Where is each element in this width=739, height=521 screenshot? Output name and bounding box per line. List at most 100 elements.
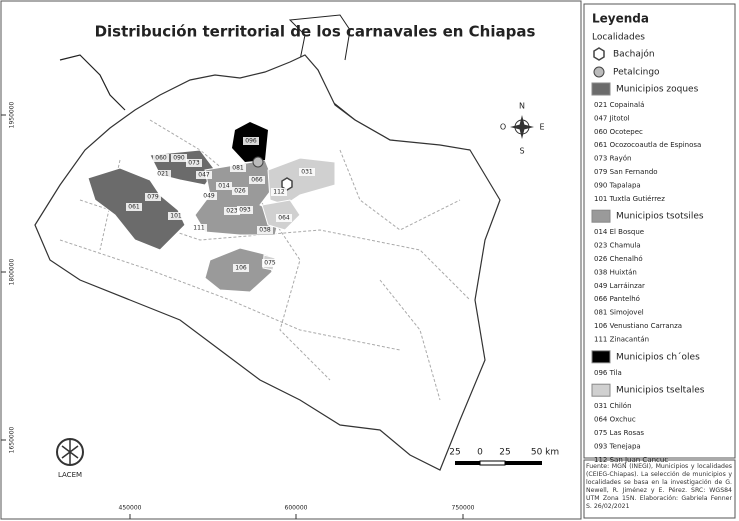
legend-swatch (591, 383, 611, 397)
label-halo (233, 264, 249, 272)
legend-item: 096 Tila (594, 369, 622, 377)
municipality-code: 096 (245, 138, 257, 145)
petalcingo-marker (252, 156, 264, 168)
x-coordinate-label: 600000 (285, 505, 308, 512)
legend-item: 075 Las Rosas (594, 429, 644, 437)
legend-item: 021 Copainalá (594, 101, 644, 109)
legend-item: 090 Tapalapa (594, 181, 641, 189)
y-coordinate-label: 1650000 (9, 426, 16, 453)
label-halo (299, 168, 315, 176)
label-halo (262, 259, 278, 267)
legend-subtitle: Localidades (592, 33, 645, 43)
legend-item: 038 Huixtán (594, 268, 637, 276)
x-coordinate-label: 750000 (452, 505, 475, 512)
municipality-code: 093 (239, 207, 251, 214)
municipality-code: 112 (273, 189, 285, 196)
legend-item: 079 San Fernando (594, 168, 658, 176)
municipality-code: 111 (193, 225, 205, 232)
legend-swatch (591, 209, 611, 223)
compass-s: S (519, 147, 524, 156)
legend-item: 112 San Juan Cancuc (594, 456, 668, 464)
municipality-code: 079 (147, 194, 159, 201)
label-halo (232, 187, 248, 195)
compass-n: N (519, 102, 525, 111)
legend-item: 060 Ocotepec (594, 128, 643, 136)
label-halo (186, 159, 202, 167)
scale-label: 50 km (531, 448, 559, 458)
municipality-code: 049 (203, 193, 215, 200)
label-halo (171, 154, 187, 162)
legend-locality: Petalcingo (613, 68, 660, 78)
municipality-code: 047 (198, 172, 210, 179)
legend-item: 031 Chilón (594, 402, 632, 410)
municipality-code: 023 (226, 208, 238, 215)
municipality-code: 064 (278, 215, 290, 222)
map-title: Distribución territorial de los carnaval… (95, 23, 536, 41)
scale-bar (455, 460, 542, 466)
legend-item: 014 El Bosque (594, 228, 644, 236)
municipality-code: 073 (188, 160, 200, 167)
municipality-code: 038 (259, 227, 271, 234)
label-halo (224, 207, 240, 215)
compass-o: O (500, 123, 506, 132)
legend-frame (583, 3, 736, 459)
logo-text: LACEM (58, 471, 82, 479)
legend-item: 064 Oxchuc (594, 416, 636, 424)
logo (56, 438, 84, 466)
label-halo (155, 170, 171, 178)
municipality-code: 066 (251, 177, 263, 184)
legend-swatch (591, 350, 611, 364)
legend-group: Municipios tsotsiles (616, 212, 704, 222)
legend-symbol (593, 66, 605, 78)
label-halo (216, 182, 232, 190)
source-frame (583, 459, 736, 519)
municipality-code: 081 (232, 165, 244, 172)
source-note: Fuente: MGN (INEGI), Municipios y locali… (586, 463, 732, 510)
label-halo (271, 188, 287, 196)
label-halo (237, 206, 253, 214)
municipality-code: 060 (155, 155, 167, 162)
label-halo (249, 176, 265, 184)
legend-group: Municipios ch´oles (616, 351, 700, 362)
label-halo (168, 212, 184, 220)
compass-e: E (539, 123, 544, 132)
legend-group: Municipios zoques (616, 85, 699, 95)
scale-label: 25 (449, 448, 460, 458)
municipality-code: 101 (170, 213, 182, 220)
municipality-code: 031 (301, 169, 313, 176)
label-halo (257, 226, 273, 234)
legend-item: 026 Chenalhó (594, 255, 643, 263)
legend-item: 106 Venustiano Carranza (594, 322, 682, 330)
municipality-code: 026 (234, 188, 246, 195)
legend-item: 061 Ocozocoautla de Espinosa (594, 141, 701, 149)
border-line (59, 54, 126, 111)
label-halo (276, 214, 292, 222)
municipality-code: 106 (235, 265, 247, 272)
y-coordinate-label: 1800000 (9, 258, 16, 285)
label-halo (191, 224, 207, 232)
legend-item: 111 Zinacantán (594, 335, 649, 343)
municipality-code: 061 (128, 204, 140, 211)
legend-item: 023 Chamula (594, 242, 641, 250)
scale-label: 25 (499, 448, 510, 458)
legend-item: 066 Pantelhó (594, 295, 640, 303)
legend-swatch (591, 82, 611, 96)
y-coordinate-label: 1950000 (9, 101, 16, 128)
x-coordinate-label: 450000 (119, 505, 142, 512)
municipality-code: 014 (218, 183, 230, 190)
legend-item: 047 Jitotol (594, 114, 630, 122)
label-halo (126, 203, 142, 211)
municipality-code: 075 (264, 260, 276, 267)
label-halo (196, 171, 212, 179)
label-halo (230, 164, 246, 172)
label-halo (145, 193, 161, 201)
municipality-code: 021 (157, 171, 169, 178)
scale-label: 0 (477, 448, 483, 458)
legend-symbol (593, 47, 605, 61)
legend-locality: Bachajón (613, 49, 655, 60)
label-halo (153, 154, 169, 162)
legend-item: 073 Rayón (594, 155, 631, 163)
border-line (288, 14, 351, 61)
